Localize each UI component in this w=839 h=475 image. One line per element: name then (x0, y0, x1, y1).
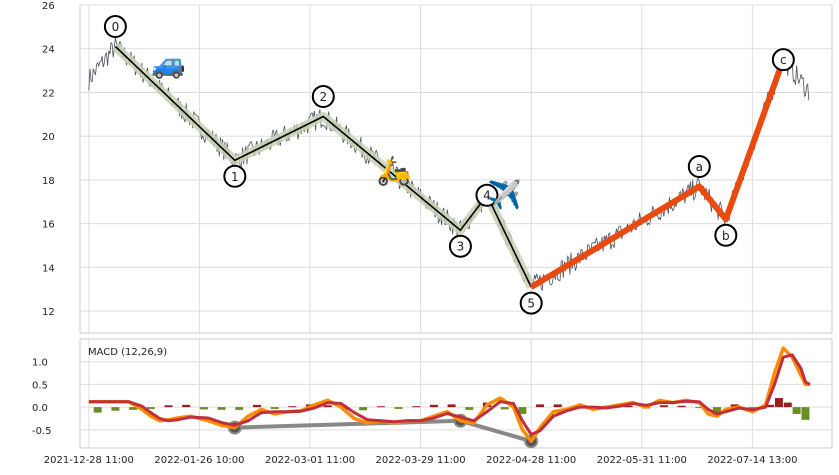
wave-label: a (696, 160, 703, 174)
histogram-bar (341, 407, 350, 410)
price-plot-area (79, 4, 833, 334)
histogram-bar (774, 398, 783, 408)
histogram-bar (217, 407, 226, 410)
histogram-bar (376, 406, 385, 408)
histogram-bar (695, 407, 704, 409)
histogram-bar (323, 405, 332, 408)
price-tick-label: 26 (42, 1, 55, 12)
wave-label-circle (103, 15, 127, 39)
price-tick-label: 22 (42, 88, 55, 99)
histogram-bar (465, 407, 474, 410)
x-tick-label: 2022-01-26 10:00 (154, 455, 244, 466)
histogram-bar (164, 405, 173, 408)
histogram-bar (182, 404, 191, 408)
macd-tick-label: 0.5 (32, 380, 48, 391)
price-tick-label: 16 (42, 220, 55, 231)
wave-label-circle (475, 183, 499, 207)
impulse-wave-line (114, 45, 532, 288)
price-tick-label: 12 (42, 307, 55, 318)
histogram-bar (712, 407, 721, 413)
wave-label-circle (223, 164, 247, 188)
histogram-bar (792, 407, 801, 414)
histogram-bar (783, 402, 792, 408)
histogram-bar (412, 406, 421, 408)
x-tick-label: 2022-03-01 11:00 (265, 455, 355, 466)
macd-plot-area (79, 338, 833, 449)
macd-tick-label: -0.5 (32, 426, 52, 437)
macd-panel: -0.5 0.0 0.5 1.0 2021-12-28 11:00 2022-01-26 … (32, 338, 833, 466)
histogram-bar (270, 407, 279, 409)
x-tick-label: 2022-04-28 11:00 (486, 455, 576, 466)
wave-label: 0 (112, 20, 120, 34)
price-tick-label: 14 (42, 263, 55, 274)
x-tick-label: 2021-12-28 11:00 (44, 455, 134, 466)
histogram-bar (624, 405, 633, 408)
histogram-bar (553, 404, 562, 408)
wave-label: 2 (319, 90, 327, 104)
histogram-bar (500, 407, 509, 410)
histogram-bar (536, 404, 545, 408)
histogram-bar (766, 404, 775, 408)
wave-label-circle (448, 234, 472, 258)
price-tick-label: 24 (42, 45, 55, 56)
macd-tick-label: 0.0 (32, 403, 48, 414)
wave-label: c (780, 53, 787, 67)
wave-label: 5 (527, 297, 535, 311)
histogram-bar (518, 407, 527, 414)
wave-label-circle (311, 85, 335, 109)
x-tick-label: 2022-03-29 11:00 (376, 455, 466, 466)
wave-label: b (722, 229, 730, 243)
histogram-bar (659, 405, 668, 408)
wave-label-circle (519, 291, 543, 315)
histogram-bar (677, 405, 686, 408)
histogram-bar (447, 404, 456, 408)
histogram-bar (730, 404, 739, 408)
histogram-bar (235, 407, 244, 410)
histogram-bar (748, 407, 757, 409)
x-tick-label: 2022-07-14 13:00 (707, 455, 797, 466)
emoji-marker: ✈️ (487, 177, 522, 211)
corrective-wave-line (529, 58, 787, 290)
wave-label: 3 (457, 240, 465, 254)
macd-title: MACD (12,26,9) (88, 347, 167, 358)
price-tick-label: 20 (42, 132, 55, 143)
signal-line (88, 353, 811, 436)
price-tick-label: 18 (42, 176, 55, 187)
macd-tick-label: 1.0 (32, 358, 48, 369)
histogram-bar (93, 407, 102, 413)
histogram-bar (394, 407, 403, 409)
wave-label-circle (687, 154, 711, 178)
wave-label: 1 (231, 170, 239, 184)
histogram-bar (111, 407, 120, 411)
histogram-bar (359, 407, 368, 411)
histogram-bar (129, 407, 138, 410)
wave-label-circle (714, 223, 738, 247)
histogram-bar (429, 404, 438, 408)
wave-label: 4 (483, 189, 491, 203)
histogram-bar (252, 404, 261, 408)
histogram-bar (288, 406, 297, 408)
histogram-bar (146, 407, 155, 409)
emoji-marker: 🚙 (151, 47, 186, 80)
emoji-marker: 🛵 (377, 154, 412, 187)
wave-label-circle (771, 48, 795, 72)
histogram-bar (801, 407, 810, 420)
macd-line (88, 346, 810, 443)
x-tick-label: 2022-05-31 11:00 (597, 455, 687, 466)
histogram-bar (199, 407, 208, 410)
